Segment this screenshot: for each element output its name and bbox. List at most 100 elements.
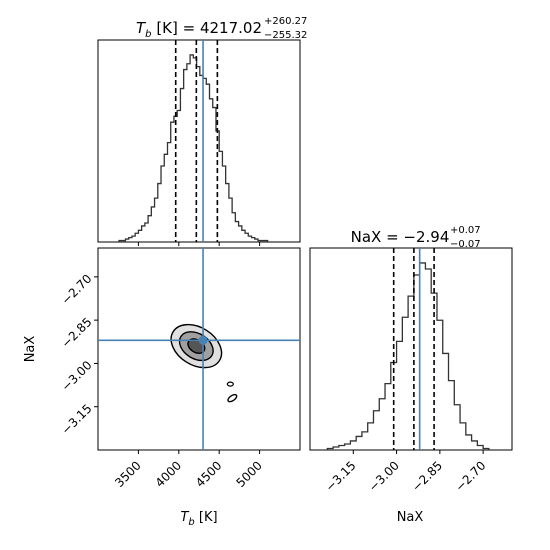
histogram-nax-panel: −3.15 −3.00 −2.85 −2.70 NaX = −2.94 +0.07 −… [309,225,513,525]
hist-nax-bar [333,447,339,450]
hist-tb-bar [138,230,141,242]
xlabel-tb: Tb [K] [180,510,217,528]
title-tb-plus: +260.27 [264,16,307,27]
hist-nax-bar [472,441,478,450]
ticks-contour: 3500 4000 4500 5000 −3.15 −3.00 −2.85 −2.70 [59,272,265,490]
nax-contour-tick-label: −3.00 [59,358,95,394]
hist-nax-bar [449,381,455,450]
tb-contour-tick-label: 5000 [233,458,264,489]
xlabel-nax: NaX [397,510,424,525]
hist-tb-bar [264,241,267,242]
hist-tb-bar [167,143,170,242]
hist-tb-bar [222,166,225,242]
tb-contour-tick-label: 3500 [112,458,143,489]
hist-tb-bar [258,241,261,242]
nax-hist-tick-label: −3.00 [366,458,402,494]
ticks-nax-hist: −3.15 −3.00 −2.85 −2.70 [323,450,489,494]
hist-tb-bar [242,230,245,242]
hist-nax-bar [339,445,345,450]
hist-nax-bar [477,445,483,450]
hist-nax-bar [402,317,408,450]
hist-tb-bar [248,236,251,242]
tb-contour-tick-label: 4500 [193,458,224,489]
title-tb-minus: −255.32 [264,30,307,41]
hist-tb-bar [129,238,132,242]
hist-tb-step [118,54,269,242]
contour-frame [97,247,301,451]
hist-tb-bar [232,213,235,242]
hist-tb-bar [132,236,135,242]
hist-nax-bar [437,320,443,450]
hist-tb-bar [187,64,190,242]
quantile-lines-tb [174,40,219,242]
histogram-nax-frame [309,247,513,451]
title-tb: Tb [K] = 4217.02 [136,19,262,40]
hist-tb-bar [151,207,154,242]
hist-tb-bar [213,108,216,242]
hist-nax-bar [414,275,420,450]
contour-panel: 3500 4000 4500 5000 −3.15 −3.00 −2.85 −2.70 NaX… [23,247,301,528]
ylabel-nax: NaX [23,336,38,363]
nax-hist-tick-label: −3.15 [323,458,359,494]
hist-nax-bar [368,423,374,450]
hist-tb-bar [190,55,193,242]
hist-tb-bar [210,99,213,242]
hist-nax-bar [350,441,356,450]
hist-tb-bar [125,239,128,242]
hist-nax-bar [373,411,379,450]
hist-tb-bar [261,241,264,242]
histogram-tb-bars [118,54,269,242]
nax-contour-tick-label: −2.85 [59,315,95,351]
hist-nax-bar [408,296,414,450]
hist-nax-bar [454,405,460,450]
hist-nax-bar [397,341,403,450]
title-nax-plus: +0.07 [450,225,481,236]
histogram-nax-bars [326,262,490,450]
hist-nax-bar [379,399,385,450]
contour-outlier [227,393,238,403]
hist-nax-bar [443,353,449,450]
histogram-tb-panel: Tb [K] = 4217.02 +260.27 −255.32 [97,16,307,246]
nax-contour-tick-label: −2.70 [59,272,95,308]
hist-tb-bar [226,184,229,242]
title-nax: NaX = −2.94 [351,228,450,246]
hist-tb-bar [245,233,248,242]
histogram-tb-frame [97,39,301,243]
quantile-lines-nax [392,248,435,450]
ticks-tb-hist [137,242,261,246]
hist-tb-bar [142,226,145,242]
hist-tb-bar [158,184,161,242]
hist-tb-bar [171,122,174,242]
truth-lines-2d [98,248,300,450]
hist-tb-bar [122,241,125,242]
hist-nax-bar [327,448,333,450]
hist-tb-bar [219,151,222,242]
hist-tb-bar [229,198,232,242]
hist-tb-bar [180,89,183,242]
hist-tb-bar [177,110,180,242]
hist-nax-bar [460,423,466,450]
hist-tb-bar [184,70,187,242]
nax-contour-tick-label: −3.15 [59,401,95,437]
hist-nax-step [326,262,490,450]
hist-tb-bar [255,239,258,242]
contour-levels [170,323,238,403]
hist-nax-bar [425,269,431,450]
hist-tb-bar [206,84,209,242]
nax-hist-tick-label: −2.70 [453,458,489,494]
hist-tb-bar [252,238,255,242]
hist-tb-bar [193,58,196,242]
title-nax-minus: −0.07 [450,239,481,250]
truth-point-2d [198,335,208,345]
hist-nax-bar [483,448,489,450]
hist-tb-bar [235,222,238,242]
hist-tb-bar [155,198,158,242]
nax-hist-tick-label: −2.85 [409,458,445,494]
hist-tb-bar [164,154,167,242]
tb-contour-tick-label: 4000 [153,458,184,489]
hist-nax-bar [362,432,368,450]
hist-tb-bar [148,216,151,242]
hist-tb-bar [119,241,122,242]
hist-nax-bar [466,435,472,450]
